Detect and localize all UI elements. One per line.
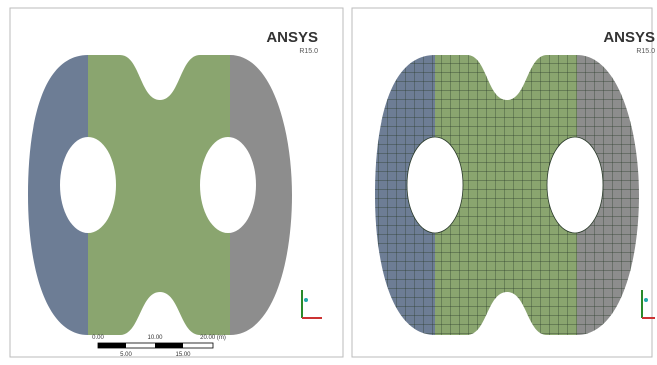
version: R15.0 <box>636 48 655 55</box>
hole <box>407 137 463 233</box>
hole <box>547 137 603 233</box>
hole <box>200 137 256 233</box>
scale-label: 20.00 (m) <box>200 335 226 341</box>
scale-label: 0.00 <box>92 335 104 341</box>
screenshot: ANSYS R15.0 0.00 10.00 20.00 (m) 5.00 15… <box>0 0 657 365</box>
version: R15.0 <box>299 48 318 55</box>
scale-label: 15.00 <box>175 352 191 358</box>
scale-label: 5.00 <box>120 352 132 358</box>
logo: ANSYS <box>266 29 318 46</box>
logo: ANSYS <box>603 29 655 46</box>
scale-label: 10.00 <box>147 335 163 341</box>
hole <box>60 137 116 233</box>
